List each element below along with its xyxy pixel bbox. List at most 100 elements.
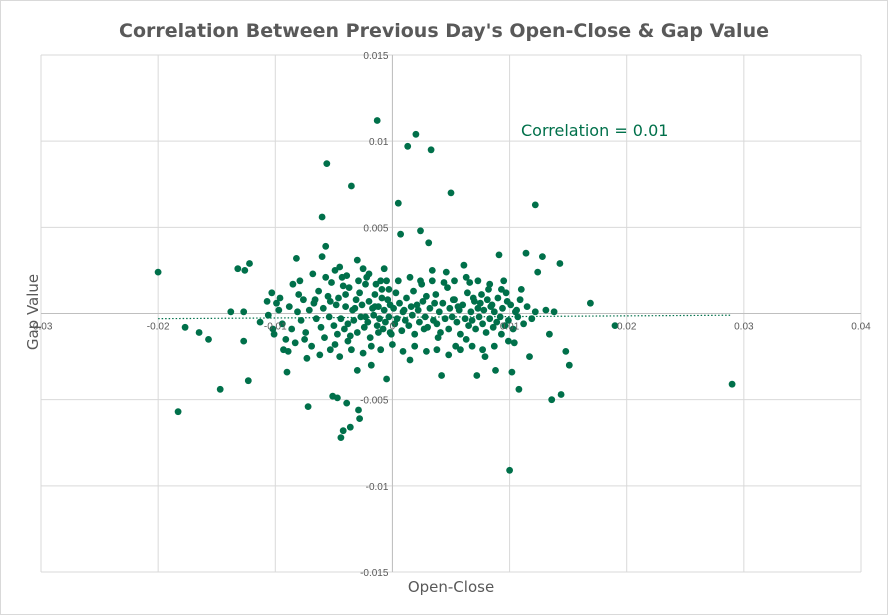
data-point: [462, 273, 470, 281]
data-point: [467, 308, 475, 316]
data-point: [342, 291, 349, 298]
data-point: [367, 361, 375, 369]
axes: [41, 55, 861, 572]
data-point: [447, 189, 455, 197]
data-point: [240, 308, 248, 316]
data-point: [301, 336, 308, 343]
data-point: [451, 277, 458, 285]
data-point: [391, 320, 399, 328]
data-point: [365, 298, 373, 305]
data-point: [304, 403, 312, 410]
data-point: [380, 265, 388, 273]
data-point: [383, 375, 390, 383]
data-point: [331, 341, 339, 348]
data-point: [428, 277, 436, 285]
data-point: [523, 303, 531, 310]
data-point: [490, 342, 498, 350]
data-point: [517, 286, 525, 293]
data-point: [460, 261, 468, 269]
x-tick-label: 0.02: [617, 322, 637, 333]
data-point: [425, 239, 433, 247]
data-point: [448, 313, 456, 321]
data-point: [412, 130, 420, 138]
data-point: [352, 296, 360, 304]
data-point: [293, 255, 300, 262]
data-point: [392, 289, 400, 297]
data-point: [288, 325, 296, 333]
data-point: [275, 306, 283, 314]
data-point: [492, 367, 499, 374]
data-point: [428, 267, 436, 274]
data-point: [393, 315, 401, 323]
data-point: [355, 277, 362, 285]
data-point: [423, 348, 430, 355]
data-point: [404, 142, 412, 150]
data-point: [398, 327, 406, 335]
data-point: [587, 299, 594, 307]
data-point: [474, 304, 482, 312]
data-point: [359, 265, 367, 273]
data-point: [353, 329, 361, 336]
data-point: [411, 342, 419, 350]
data-point: [498, 330, 505, 338]
data-point: [505, 337, 512, 345]
data-point: [349, 306, 356, 314]
data-point: [414, 306, 422, 314]
data-point: [423, 292, 430, 300]
data-point: [344, 337, 352, 345]
data-point: [565, 361, 573, 369]
data-point: [300, 296, 307, 304]
data-point: [498, 286, 505, 293]
data-point: [312, 315, 320, 323]
data-point: [432, 291, 440, 298]
data-point: [244, 377, 252, 385]
data-point: [442, 268, 450, 276]
x-axis-title: Open-Close: [407, 578, 495, 596]
data-point: [514, 313, 522, 321]
data-point: [276, 294, 284, 302]
data-point: [181, 323, 189, 331]
data-point: [419, 298, 427, 305]
data-point: [322, 242, 330, 250]
data-point: [509, 325, 517, 333]
data-point: [486, 315, 494, 323]
data-point: [353, 256, 361, 264]
data-point: [359, 349, 367, 357]
y-tick-label: 0.01: [369, 137, 389, 148]
data-point: [216, 385, 224, 393]
data-point: [326, 346, 334, 354]
data-point: [446, 304, 454, 312]
data-point: [154, 268, 162, 276]
data-point: [355, 406, 362, 414]
data-point: [315, 287, 322, 295]
data-point: [330, 322, 338, 329]
data-point: [433, 320, 441, 328]
data-point: [387, 330, 395, 338]
x-tick-label: -0.02: [147, 322, 170, 333]
data-point: [435, 308, 443, 316]
data-point: [431, 299, 438, 307]
data-point: [363, 273, 371, 281]
data-point: [479, 346, 486, 354]
data-point: [455, 306, 463, 314]
data-point: [332, 301, 340, 309]
data-point: [246, 260, 253, 267]
data-point: [485, 286, 492, 293]
data-point: [531, 308, 539, 316]
data-point: [353, 367, 361, 374]
data-point: [336, 353, 344, 360]
data-point: [396, 299, 403, 307]
data-point: [534, 268, 542, 276]
data-point: [496, 313, 504, 321]
data-point: [493, 318, 501, 326]
data-point: [611, 322, 619, 329]
data-point: [316, 351, 324, 359]
data-point: [384, 296, 392, 304]
data-point: [337, 315, 345, 323]
data-point: [512, 308, 519, 316]
x-tick-label: 0.03: [734, 322, 754, 333]
data-point: [317, 323, 325, 331]
data-point: [510, 339, 518, 347]
data-point: [487, 303, 495, 310]
